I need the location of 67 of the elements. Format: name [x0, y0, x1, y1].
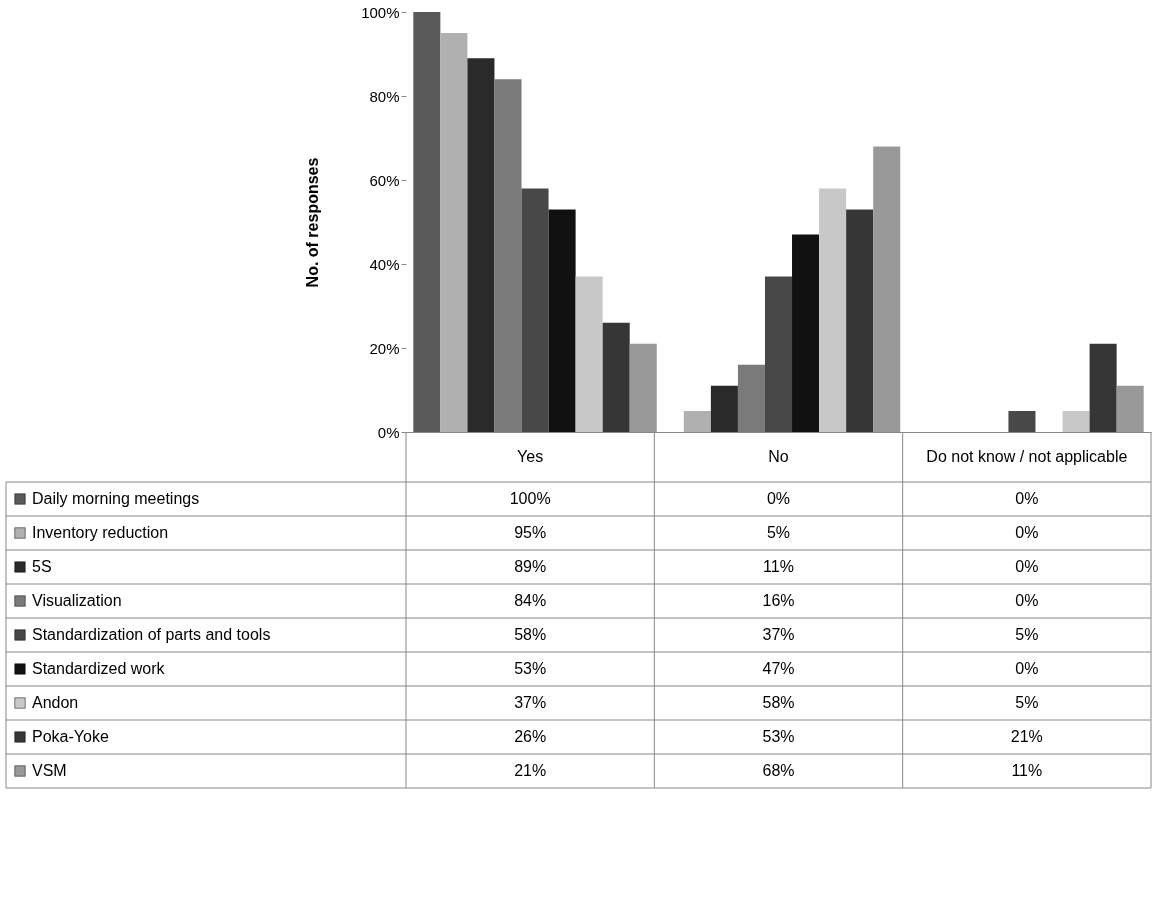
- bar: [521, 188, 549, 432]
- bar: [1116, 385, 1144, 432]
- data-label: 26%: [514, 728, 547, 745]
- data-label: 21%: [514, 762, 547, 779]
- data-label: 0%: [1015, 558, 1039, 575]
- data-label: 95%: [514, 524, 547, 541]
- data-label: 37%: [514, 694, 547, 711]
- data-label: 5%: [1015, 626, 1039, 643]
- data-label: 0%: [1015, 524, 1039, 541]
- bar: [602, 322, 630, 432]
- y-tick-label: 20%: [369, 339, 400, 357]
- bar: [494, 79, 522, 432]
- y-tick-label: 60%: [369, 171, 400, 189]
- legend-label: Standardized work: [32, 660, 166, 677]
- data-label: 0%: [766, 490, 791, 507]
- y-axis-title: No. of responses: [304, 157, 322, 288]
- bar: [819, 188, 847, 432]
- y-tick-label: 100%: [361, 3, 400, 21]
- data-label: 5%: [1015, 694, 1039, 711]
- bar: [764, 276, 793, 432]
- legend-label: Standardization of parts and tools: [32, 626, 271, 643]
- bar: [792, 234, 820, 432]
- bar: [413, 12, 441, 432]
- bar: [440, 33, 468, 432]
- legend-label: 5S: [32, 558, 52, 575]
- data-label: 53%: [762, 728, 795, 745]
- data-label: 47%: [762, 660, 795, 677]
- bar: [629, 343, 657, 432]
- data-label: 100%: [509, 490, 551, 507]
- bar: [575, 276, 603, 432]
- bar: [873, 146, 901, 432]
- bar: [1089, 343, 1117, 432]
- bar: [683, 411, 711, 432]
- bar: [737, 364, 765, 432]
- data-label: 21%: [1010, 728, 1043, 745]
- legend-label: VSM: [32, 762, 67, 779]
- x-tick-label: Yes: [517, 448, 544, 465]
- bar: [467, 58, 495, 432]
- y-tick-label: 0%: [377, 423, 400, 441]
- legend-label: Inventory reduction: [32, 524, 169, 541]
- data-label: 68%: [762, 762, 795, 779]
- x-tick-label: No: [768, 448, 789, 465]
- data-label: 37%: [762, 626, 795, 643]
- data-label: 16%: [762, 592, 795, 609]
- y-tick-label: 40%: [369, 255, 400, 273]
- data-label: 53%: [514, 660, 547, 677]
- legend-label: Visualization: [32, 592, 122, 609]
- data-label: 89%: [514, 558, 547, 575]
- data-label: 0%: [1015, 490, 1039, 507]
- bar: [846, 209, 874, 432]
- bar: [548, 209, 576, 432]
- data-label: 5%: [766, 524, 791, 541]
- data-label: 11%: [763, 558, 794, 575]
- legend-label: Andon: [32, 694, 79, 711]
- x-tick-label: Do not know / not applicable: [926, 448, 1128, 465]
- data-label: 11%: [1011, 762, 1043, 779]
- legend-label: Daily morning meetings: [32, 490, 200, 507]
- y-tick-label: 80%: [369, 87, 400, 105]
- data-label: 58%: [514, 626, 547, 643]
- bar: [1062, 411, 1090, 432]
- data-label: 0%: [1015, 660, 1039, 677]
- data-label: 58%: [762, 694, 795, 711]
- data-label: 84%: [514, 592, 547, 609]
- bar: [710, 385, 738, 432]
- data-label: 0%: [1015, 592, 1039, 609]
- bar: [1008, 411, 1036, 432]
- legend-label: Poka-Yoke: [32, 728, 109, 745]
